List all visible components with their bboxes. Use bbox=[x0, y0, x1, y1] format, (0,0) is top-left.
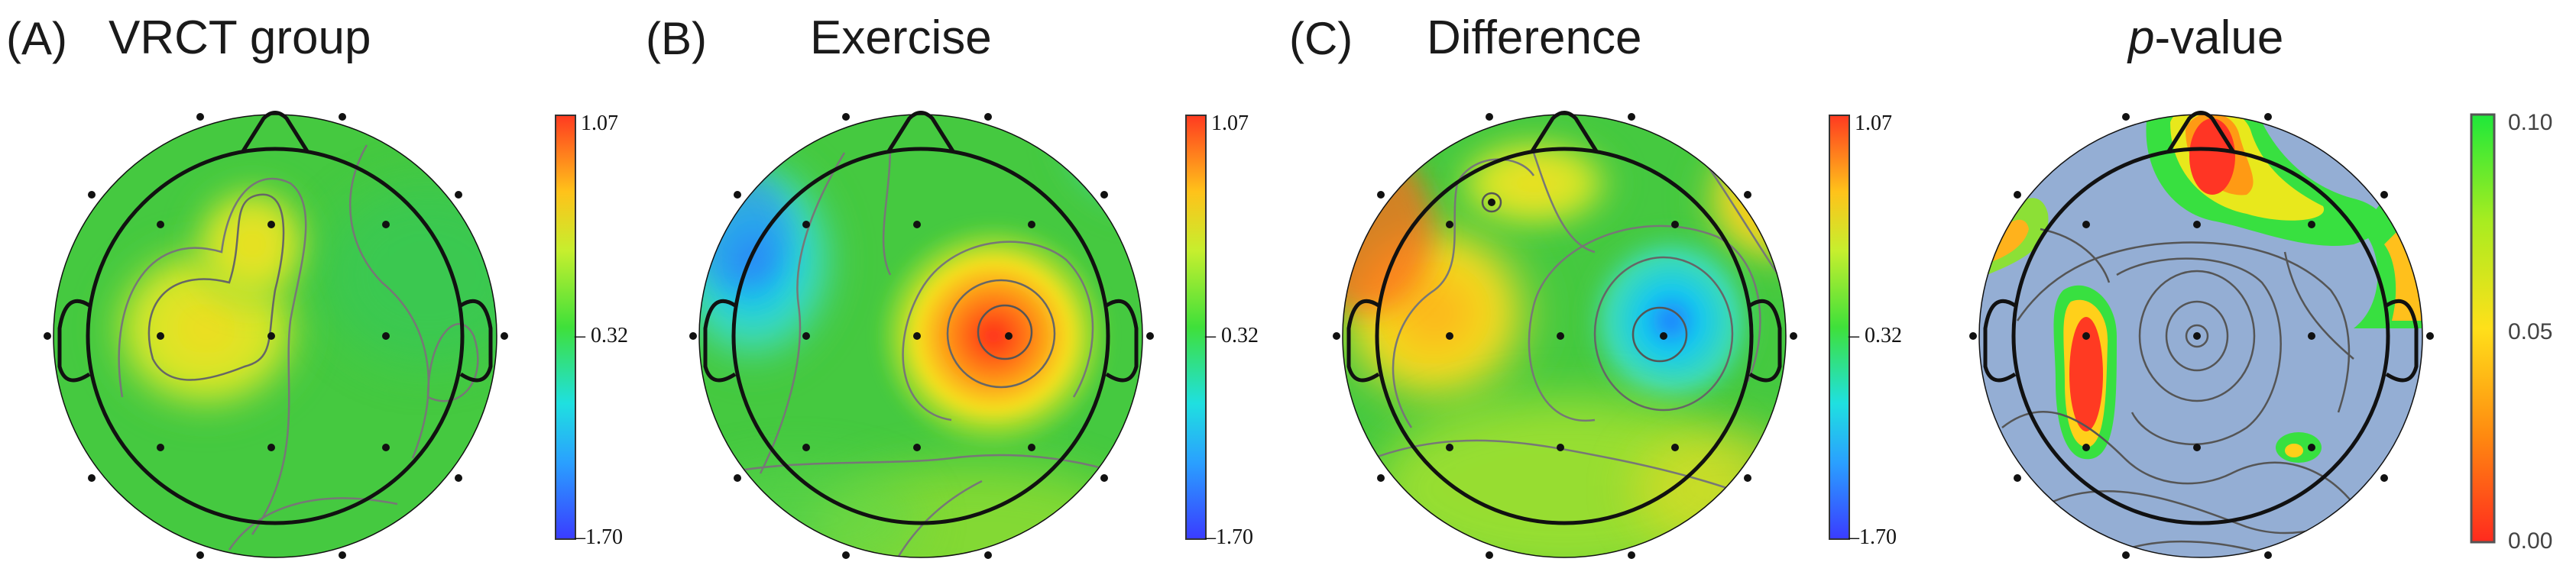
panel-c: (C) Difference bbox=[1289, 0, 1931, 575]
panel-c-title: Difference bbox=[1427, 11, 1642, 64]
colorbar-c-min: –1.70 bbox=[1849, 525, 1897, 549]
scalp-map-d bbox=[1969, 111, 2434, 559]
panel-a: (A) VRCT group 1.07 bbox=[0, 0, 642, 575]
colorbar-b-max: 1.07 bbox=[1211, 111, 1249, 135]
colorbar-c-max: 1.07 bbox=[1855, 111, 1892, 135]
electrodes-b bbox=[689, 113, 1154, 559]
panel-b-title: Exercise bbox=[810, 11, 992, 64]
colorbar-a-max: 1.07 bbox=[581, 111, 618, 135]
colorbar-b-mid: – 0.32 bbox=[1205, 324, 1259, 347]
electrodes-c bbox=[1333, 113, 1797, 559]
colorbar-d bbox=[2470, 113, 2496, 544]
panel-d-title: p-value bbox=[2128, 11, 2283, 65]
colorbar-a bbox=[555, 115, 576, 540]
panel-a-letter: (A) bbox=[6, 13, 67, 64]
panel-d: p-value bbox=[1926, 0, 2576, 575]
panel-c-letter: (C) bbox=[1289, 13, 1353, 64]
scalp-map-b bbox=[689, 111, 1154, 559]
colorbar-a-min: –1.70 bbox=[575, 525, 623, 549]
panel-a-title: VRCT group bbox=[109, 11, 371, 64]
colorbar-c-mid: – 0.32 bbox=[1849, 324, 1902, 347]
colorbar-d-max: 0.10 bbox=[2508, 110, 2553, 135]
electrodes-a bbox=[44, 113, 508, 559]
colorbar-b bbox=[1185, 115, 1207, 540]
panel-d-title-italic: p bbox=[2128, 11, 2155, 64]
colorbar-d-min: 0.00 bbox=[2508, 528, 2553, 554]
colorbar-b-min: –1.70 bbox=[1205, 525, 1253, 549]
scalp-map-c bbox=[1333, 111, 1797, 559]
colorbar-a-mid: – 0.32 bbox=[575, 324, 628, 347]
panel-d-title-rest: -value bbox=[2154, 11, 2284, 64]
scalp-map-a bbox=[44, 111, 508, 559]
colorbar-c bbox=[1829, 115, 1850, 540]
panel-b: (B) Exercise bbox=[646, 0, 1288, 575]
colorbar-d-mid: 0.05 bbox=[2508, 319, 2553, 344]
electrodes-d bbox=[1969, 113, 2434, 559]
panel-b-letter: (B) bbox=[646, 13, 707, 64]
